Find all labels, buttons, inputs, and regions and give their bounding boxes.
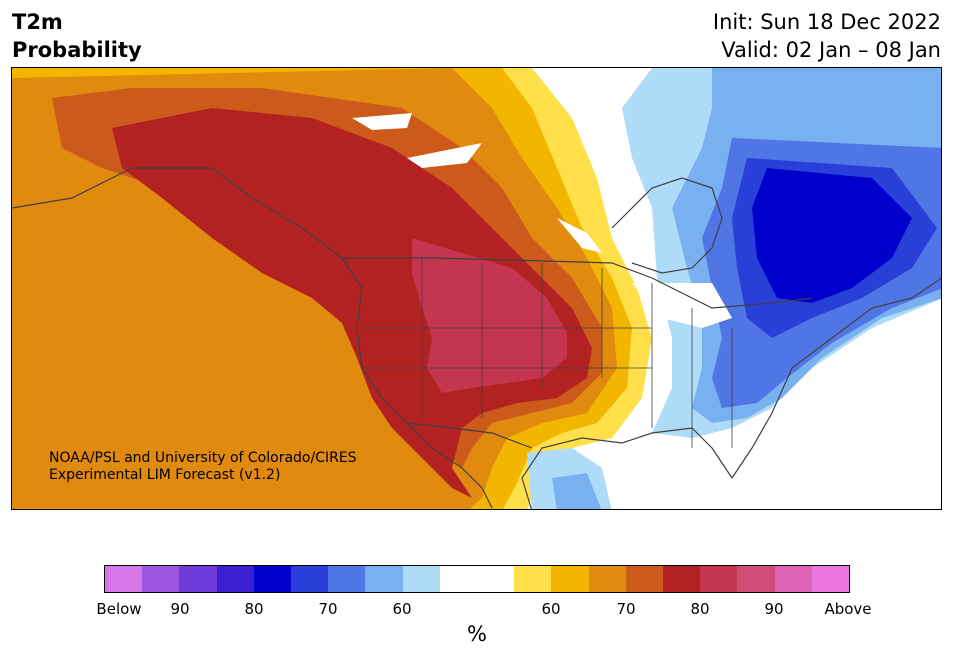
tick-above: Above [824,600,872,618]
tick-below: Below [96,600,142,618]
state-lines [362,258,733,448]
tick-above-70: 70 [616,600,636,618]
tick-above-90: 90 [764,600,784,618]
forecast-credit: NOAA/PSL and University of Colorado/CIRE… [49,450,357,484]
warm-region-85 [412,238,567,393]
cold-region-80 [752,168,912,303]
colorbar-cell [291,566,329,592]
colorbar-cell [105,566,143,592]
great-slave-lake [407,143,482,168]
colorbar-cell [402,566,440,592]
colorbar-cell [700,566,738,592]
hudson-bay-coastline [611,177,723,274]
init-date: Init: Sun 18 Dec 2022 [712,10,941,34]
colorbar-cell [253,566,292,592]
colorbar-cell [216,566,254,592]
great-bear-lake [352,113,412,130]
lake-winnipeg [557,218,602,253]
tick-above-60: 60 [541,600,561,618]
great-lakes [632,283,732,328]
gulf-coastline [521,427,733,509]
colorbar-cell [477,566,515,592]
valid-date: Valid: 02 Jan – 08 Jan [721,38,941,62]
tick-above-80: 80 [690,600,710,618]
credit-line2: Experimental LIM Forecast (v1.2) [49,467,281,483]
map-svg [12,68,941,509]
colorbar-cell [663,566,701,592]
colorbar-cell [588,566,626,592]
map-title: T2m Probability [12,8,142,64]
west-coastline [12,167,493,509]
tick-below-70: 70 [318,600,338,618]
colorbar-cell [811,566,850,592]
map-title-line1: T2m [12,10,63,34]
tick-below-80: 80 [244,600,264,618]
us-mexico-border [406,422,533,449]
tick-below-90: 90 [170,600,190,618]
probability-colorbar [104,565,850,593]
colorbar-cell [625,566,664,592]
colorbar-cell [737,566,775,592]
tick-below-60: 60 [392,600,412,618]
colorbar-unit: % [467,622,487,646]
credit-line1: NOAA/PSL and University of Colorado/CIRE… [49,450,357,466]
colorbar-cell [328,566,366,592]
forecast-map [11,67,942,510]
colorbar-cell [142,566,180,592]
warm-region-80 [112,108,592,498]
colorbar-cell [774,566,812,592]
colorbar-cell [439,566,478,592]
forecast-dates: Init: Sun 18 Dec 2022 Valid: 02 Jan – 08… [713,8,941,64]
colorbar-cell [365,566,403,592]
colorbar-cell [551,566,589,592]
colorbar-cell [179,566,217,592]
colorbar-cell [514,566,552,592]
borders [12,167,941,509]
east-coastline [731,277,941,479]
map-title-line2: Probability [12,38,142,62]
cold-region-mexico-inner [552,473,602,509]
us-canada-border [342,257,813,309]
